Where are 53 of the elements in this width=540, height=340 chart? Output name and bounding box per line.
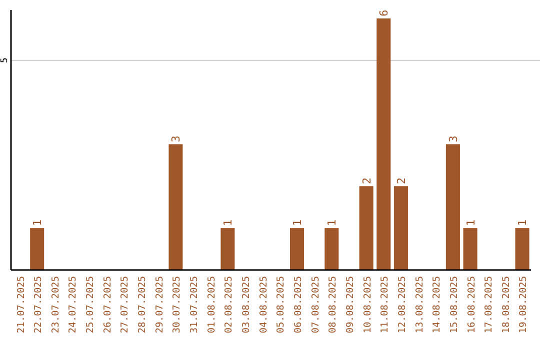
x-tick-label: 14.08.2025 xyxy=(432,276,443,334)
x-tick-label: 02.08.2025 xyxy=(224,276,235,334)
x-tick-label: 16.08.2025 xyxy=(466,276,478,334)
x-tick-label: 26.07.2025 xyxy=(102,276,114,334)
x-tick-label: 03.08.2025 xyxy=(241,276,252,334)
bar xyxy=(446,144,460,270)
x-tick-label: 25.07.2025 xyxy=(85,276,96,334)
x-tick-label: 08.08.2025 xyxy=(328,276,339,334)
x-tick-label: 04.08.2025 xyxy=(258,276,270,334)
x-tick-label: 09.08.2025 xyxy=(344,276,356,334)
x-tick-label: 23.07.2025 xyxy=(50,276,62,334)
bar xyxy=(30,228,44,270)
data-label: 2 xyxy=(394,178,408,184)
x-tick-label: 30.07.2025 xyxy=(172,276,183,334)
bar xyxy=(220,228,235,270)
x-tick-label: 21.07.2025 xyxy=(16,276,27,334)
data-label: 1 xyxy=(464,219,478,226)
bar xyxy=(168,144,183,270)
bar xyxy=(463,228,478,270)
x-tick-label: 06.08.2025 xyxy=(292,276,304,334)
x-tick-label: 22.07.2025 xyxy=(33,276,44,334)
x-tick-label: 13.08.2025 xyxy=(414,276,426,334)
bar xyxy=(359,186,374,270)
data-label: 2 xyxy=(360,178,374,184)
data-label: 1 xyxy=(222,219,235,226)
bar xyxy=(290,228,304,270)
data-label: 1 xyxy=(516,219,530,226)
bar xyxy=(376,18,391,270)
x-tick-label: 31.07.2025 xyxy=(189,276,200,334)
x-tick-label: 12.08.2025 xyxy=(396,276,408,334)
data-label: 6 xyxy=(378,10,391,16)
data-label: 3 xyxy=(170,136,183,142)
x-tick-label: 27.07.2025 xyxy=(120,276,131,334)
bar xyxy=(394,186,408,270)
bar xyxy=(515,228,530,270)
x-tick-label: 24.07.2025 xyxy=(68,276,79,334)
data-label: 1 xyxy=(290,219,304,226)
x-tick-label: 07.08.2025 xyxy=(310,276,322,334)
y-tick-label: 5 xyxy=(0,58,10,64)
x-tick-label: 19.08.2025 xyxy=(518,276,530,334)
x-tick-label: 29.07.2025 xyxy=(154,276,166,334)
x-tick-label: 17.08.2025 xyxy=(484,276,495,334)
data-label: 1 xyxy=(326,219,339,226)
x-tick-label: 05.08.2025 xyxy=(276,276,287,334)
data-label: 1 xyxy=(31,219,44,226)
x-tick-label: 10.08.2025 xyxy=(362,276,374,334)
x-tick-label: 11.08.2025 xyxy=(380,276,391,334)
bar xyxy=(324,228,339,270)
x-tick-label: 28.07.2025 xyxy=(137,276,148,334)
x-tick-label: 15.08.2025 xyxy=(448,276,460,334)
x-tick-label: 01.08.2025 xyxy=(206,276,218,334)
x-tick-label: 18.08.2025 xyxy=(500,276,512,334)
data-label: 3 xyxy=(446,136,460,142)
